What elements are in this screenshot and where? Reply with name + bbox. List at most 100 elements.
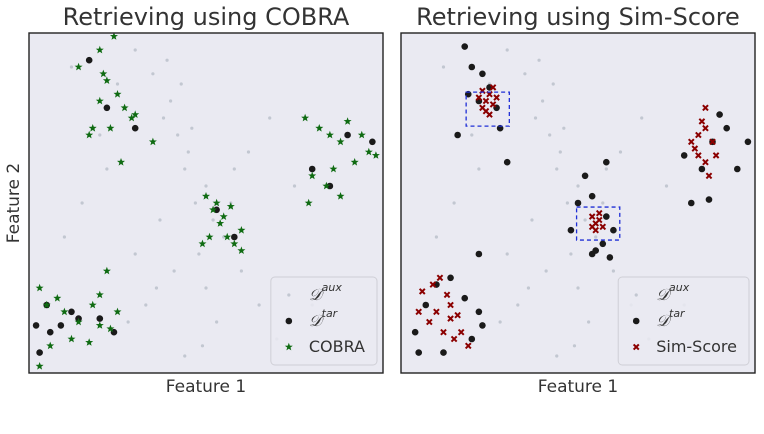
- aux-point: [204, 286, 208, 290]
- star-point: [102, 266, 111, 275]
- star-point: [212, 198, 221, 207]
- tar-point: [606, 254, 614, 261]
- star-point: [35, 362, 44, 370]
- aux-point: [246, 150, 251, 154]
- x-point: [712, 152, 720, 159]
- star-point: [350, 158, 359, 166]
- star-point: [106, 124, 115, 132]
- star-point: [74, 317, 83, 326]
- x-point: [443, 291, 451, 299]
- aux-point: [151, 72, 155, 76]
- legend-sup: tar: [322, 307, 339, 320]
- aux-point: [161, 116, 166, 120]
- star-point: [357, 130, 366, 139]
- highlight-box: [575, 206, 621, 241]
- tar-point: [687, 199, 695, 207]
- aux-point: [594, 235, 598, 239]
- tar-point: [734, 165, 741, 173]
- tar-point: [503, 158, 511, 166]
- x-point: [475, 94, 483, 101]
- star-point: [336, 137, 345, 146]
- x-point: [426, 318, 433, 326]
- legend-label: 𝒟aux: [656, 281, 689, 304]
- tar-point: [698, 165, 706, 173]
- legend-name: COBRA: [309, 337, 365, 356]
- aux-point: [115, 82, 120, 86]
- aux-point: [190, 126, 194, 130]
- star-point: [371, 151, 380, 159]
- tar-point: [231, 233, 238, 241]
- tar-point: [475, 250, 483, 258]
- tar-point: [744, 138, 752, 146]
- star-point: [315, 124, 324, 132]
- star-point: [223, 232, 232, 241]
- tar-point: [68, 308, 75, 316]
- x-point: [595, 216, 603, 224]
- star-point: [131, 110, 140, 118]
- star-point: [67, 334, 76, 343]
- aux-point: [186, 150, 190, 154]
- aux-point: [169, 99, 173, 103]
- aux-point: [105, 167, 109, 171]
- aux-point: [172, 269, 176, 273]
- aux-point: [215, 320, 219, 324]
- aux-point: [183, 354, 187, 358]
- aux-point: [62, 235, 66, 239]
- aux-point: [211, 218, 215, 222]
- tar-point: [454, 131, 461, 139]
- tar-point: [308, 165, 316, 173]
- star-point: [304, 198, 313, 207]
- star-point: [325, 130, 334, 139]
- x-point: [702, 124, 709, 132]
- aux-point: [565, 201, 569, 205]
- tar-point: [344, 131, 351, 139]
- tar-point: [599, 240, 607, 248]
- legend-marker: [284, 342, 293, 351]
- legend-name: 𝒟: [656, 285, 672, 304]
- star-point: [230, 239, 239, 248]
- tar-point: [479, 322, 486, 329]
- tar-point: [581, 172, 589, 180]
- star-point: [110, 32, 118, 40]
- legend-name: 𝒟: [656, 311, 672, 330]
- star-point: [343, 117, 352, 125]
- star-point: [88, 300, 97, 309]
- star-point: [301, 113, 310, 122]
- star-point: [237, 226, 246, 234]
- aux-point: [548, 133, 552, 137]
- x-point: [489, 101, 497, 108]
- x-point: [588, 223, 596, 231]
- aux-point: [183, 167, 187, 171]
- star-point: [99, 69, 108, 78]
- legend-label: Sim-Score: [656, 337, 737, 356]
- tar-point: [46, 328, 54, 336]
- tar-point: [369, 138, 376, 146]
- legend-marker: [634, 293, 638, 297]
- legend-label: 𝒟aux: [309, 281, 342, 304]
- legend-marker: [285, 317, 293, 325]
- tar-point: [415, 349, 423, 356]
- aux-point: [204, 184, 208, 188]
- tar-point: [57, 322, 65, 329]
- aux-point: [197, 252, 201, 256]
- star-point: [74, 62, 83, 71]
- legend-name: 𝒟: [309, 311, 325, 330]
- highlight-box: [465, 91, 510, 127]
- star-point: [127, 113, 136, 122]
- aux-point: [239, 269, 243, 273]
- star-point: [148, 137, 157, 146]
- star-point: [60, 307, 69, 316]
- star-point: [216, 219, 225, 227]
- x-point: [454, 311, 461, 319]
- tar-point: [411, 328, 419, 336]
- tar-point: [447, 274, 454, 282]
- aux-point: [604, 167, 608, 171]
- aux-point: [80, 201, 84, 205]
- tar-point: [567, 226, 575, 234]
- aux-point: [257, 303, 261, 307]
- star-point: [336, 192, 345, 200]
- x-point: [702, 104, 709, 112]
- star-point: [42, 300, 51, 309]
- aux-point: [587, 320, 591, 324]
- star-point: [85, 338, 94, 346]
